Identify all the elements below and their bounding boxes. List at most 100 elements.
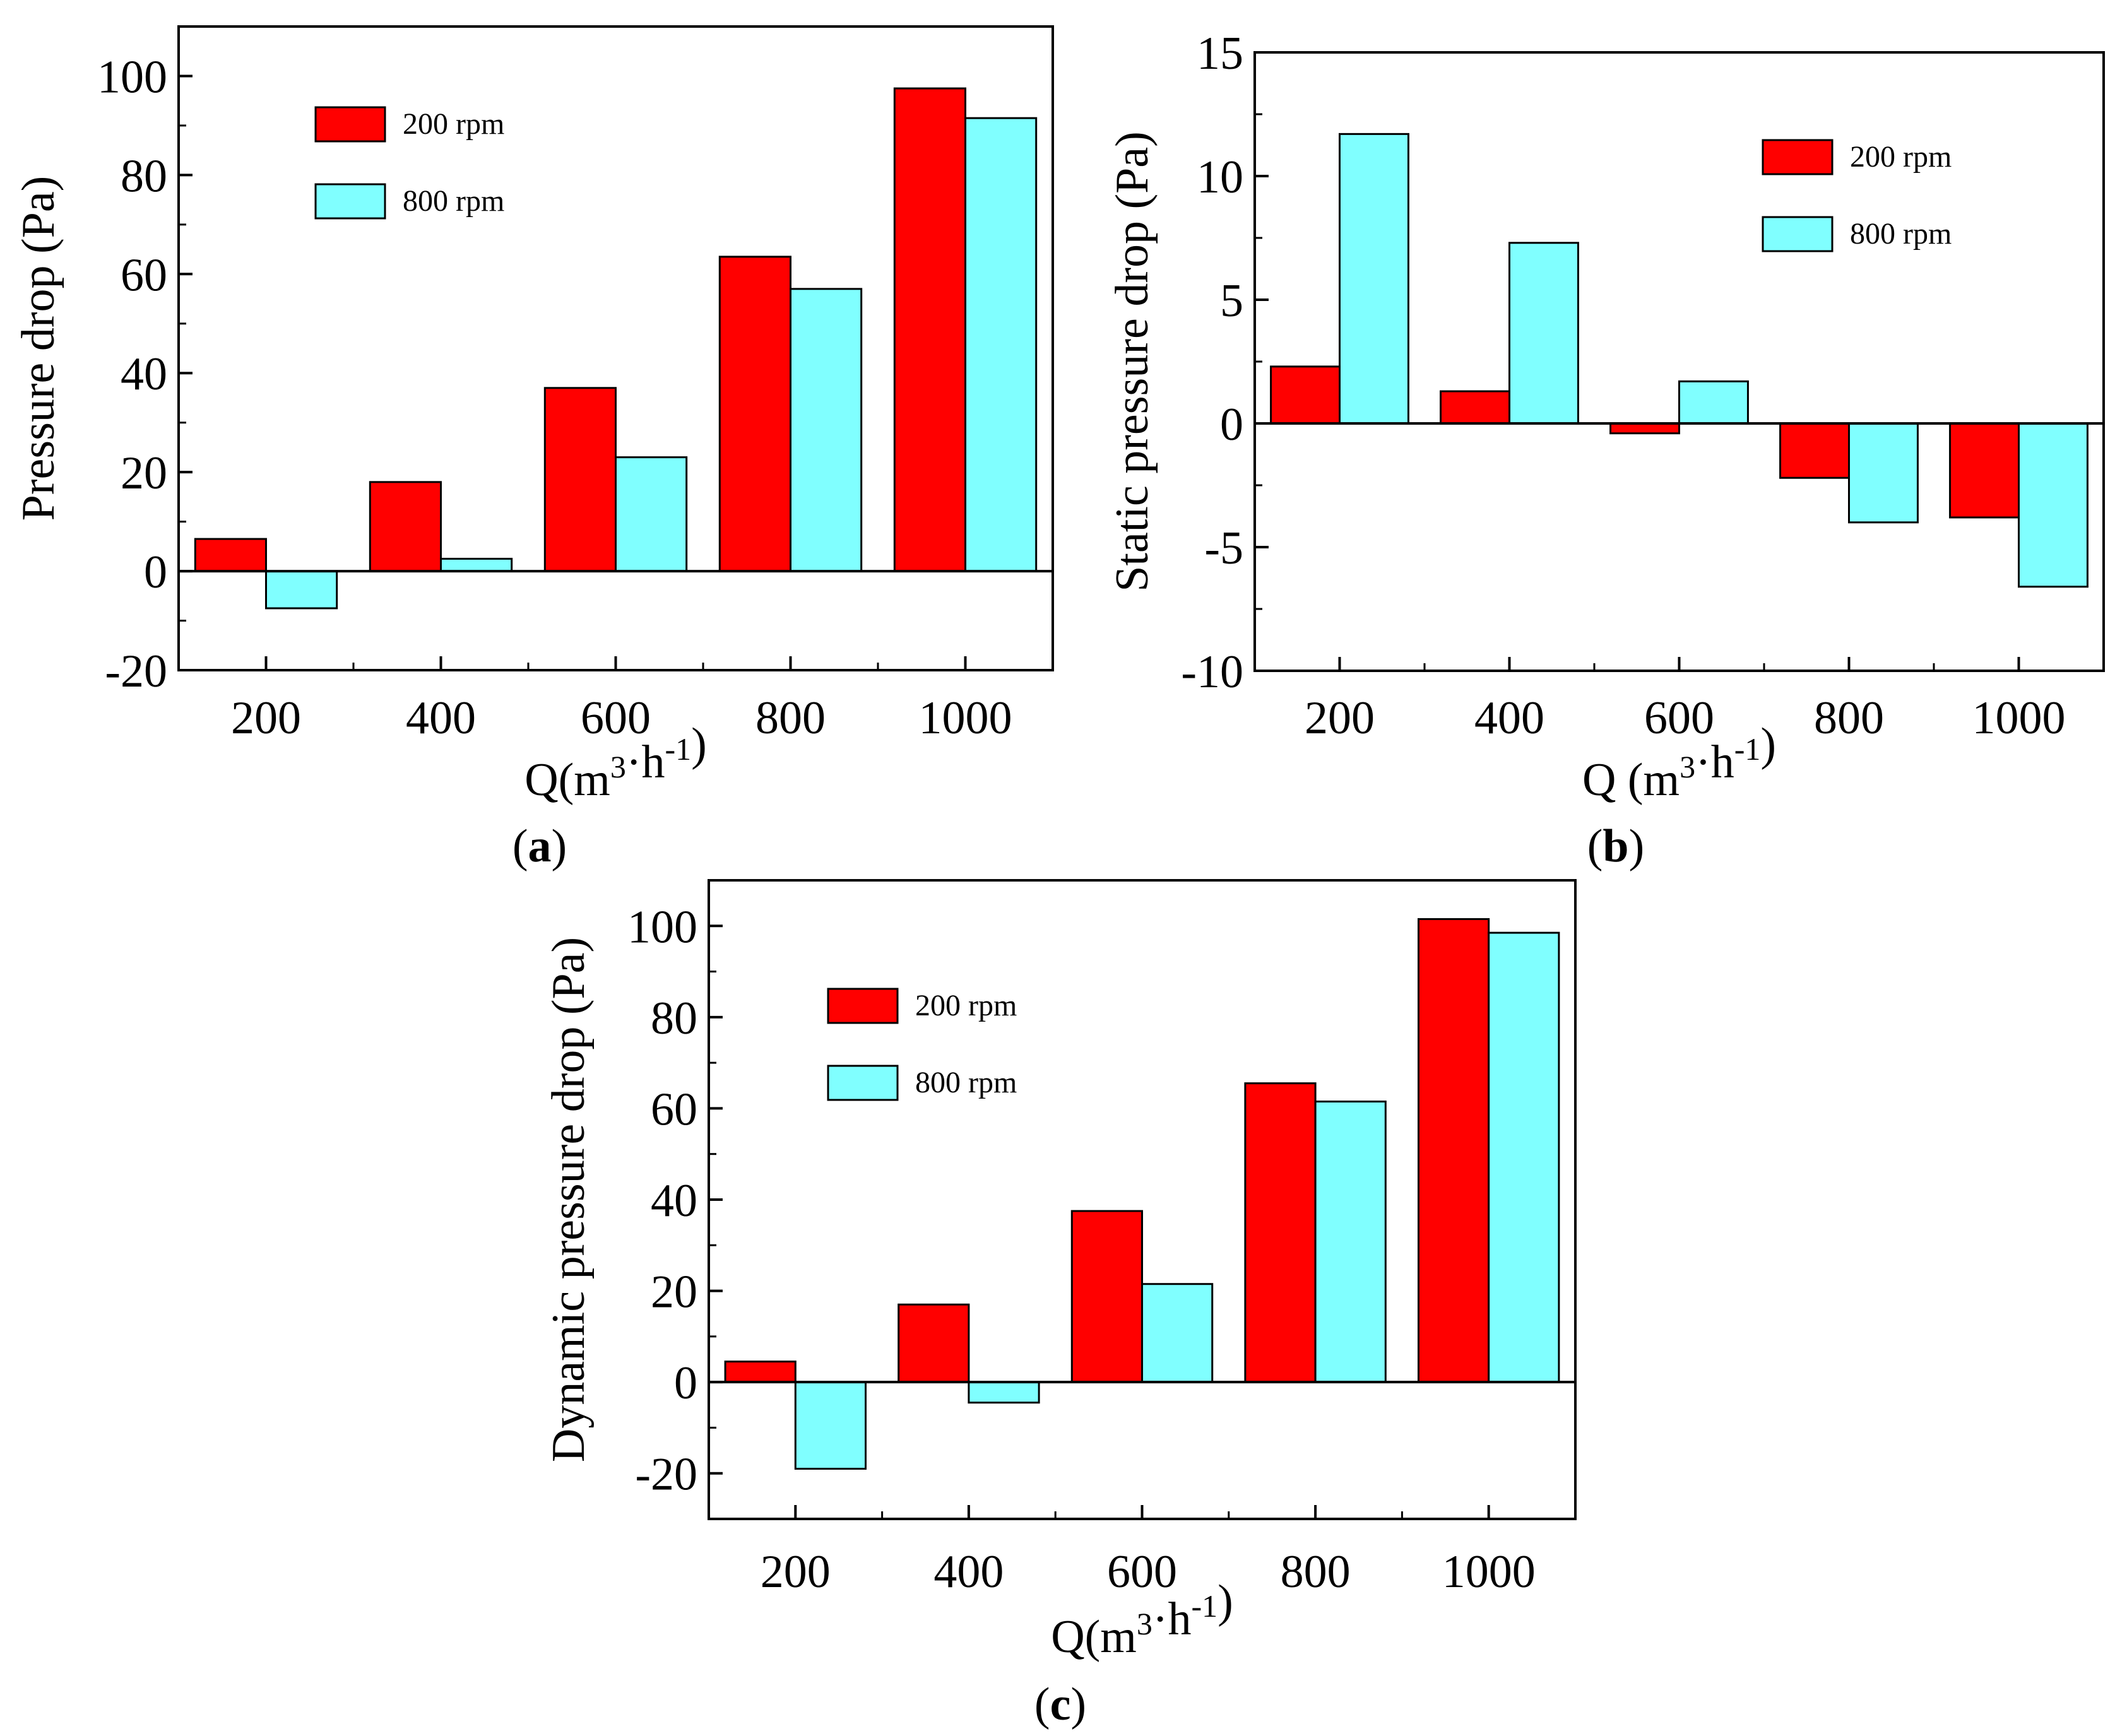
legend-label: 200 rpm [1850,140,1952,174]
x-axis-title: Q (m3·h-1) [1582,719,1776,806]
bar-200-rpm-200 [724,1361,797,1383]
caption-paren: ) [1629,820,1645,872]
bar-800-rpm-200 [265,570,338,610]
x-tick-label: 200 [231,692,301,744]
y-tick-label: -10 [1181,646,1243,698]
y-tick-label: 0 [1220,399,1243,451]
x-tick-label: 800 [755,692,826,744]
panel-caption: (b) [1587,820,1644,872]
x-title-superscript: 3 [1137,1606,1152,1641]
y-tick-label: 100 [97,51,167,103]
bar-200-rpm-600 [543,387,617,572]
x-tick-label: 200 [761,1546,831,1598]
y-tick-label: 40 [121,348,167,400]
x-axis-title: Q(m3·h-1) [524,719,707,806]
y-tick-label: 80 [651,993,697,1044]
legend-swatch [1762,139,1834,175]
y-tick-label: -20 [635,1449,697,1501]
x-title-part: ·h [1695,736,1734,788]
x-title-part: ·h [626,736,665,788]
x-tick-label: 800 [1814,692,1884,744]
bar-200-rpm-800 [1779,422,1850,479]
bar-200-rpm-1000 [1949,422,2020,519]
x-tick-label: 600 [1107,1546,1177,1598]
legend-swatch [314,183,386,220]
bar-800-rpm-400 [1508,242,1579,425]
bar-200-rpm-600 [1070,1210,1143,1383]
bar-200-rpm-400 [898,1303,970,1383]
x-title-superscript: 3 [610,749,626,784]
legend-label: 800 rpm [1850,217,1952,251]
bar-200-rpm-800 [1244,1082,1317,1383]
panel-caption: (a) [512,820,567,872]
x-title-superscript: 3 [1680,749,1695,784]
legend: 200 rpm 800 rpm [827,988,1017,1101]
x-axis-title: Q(m3·h-1) [1051,1576,1233,1663]
x-tick-label: 600 [581,692,651,744]
x-title-part: ) [1760,719,1776,771]
y-tick-label: 100 [627,901,697,953]
bar-800-rpm-200 [1339,133,1409,425]
y-tick-label: 15 [1197,28,1243,80]
bar-200-rpm-200 [194,538,267,572]
bar-200-rpm-800 [718,256,791,572]
y-tick-label: 60 [651,1084,697,1135]
bar-800-rpm-1000 [964,117,1038,572]
legend-swatch [314,106,386,143]
bar-800-rpm-400 [968,1381,1040,1404]
caption-paren: ( [512,820,528,872]
panel-caption: (c) [1034,1679,1086,1730]
bar-800-rpm-800 [1314,1101,1387,1383]
legend-label: 800 rpm [915,1066,1017,1099]
x-tick-label: 600 [1644,692,1714,744]
chart-panel-a: -20 0 20 40 60 80 100 200 400 600 800 1000 Pressure … [13,25,1054,872]
chart-panel-b: -10 -5 0 5 10 15 200 400 600 800 1000 Static pressu… [1106,28,2105,872]
chart-panel-c: -20 0 20 40 60 80 100 200 400 600 800 1000 Dynamic p… [543,879,1577,1730]
x-title-superscript: -1 [665,731,692,767]
bar-800-rpm-1000 [2018,422,2088,588]
bar-200-rpm-400 [369,481,442,572]
y-tick-label: 0 [144,546,167,598]
bar-800-rpm-200 [794,1381,867,1470]
x-tick-label: 400 [1474,692,1544,744]
bar-800-rpm-1000 [1488,931,1560,1383]
bar-200-rpm-400 [1440,390,1510,425]
x-tick-label: 800 [1281,1546,1351,1598]
y-tick-label: 60 [121,249,167,301]
bar-800-rpm-600 [1141,1283,1214,1383]
y-tick-label: 20 [121,447,167,499]
bar-200-rpm-200 [1270,365,1341,425]
legend-label: 200 rpm [915,989,1017,1022]
legend: 200 rpm 800 rpm [1762,139,1952,252]
legend-swatch [1762,216,1834,252]
x-tick-label: 1000 [1442,1546,1536,1598]
x-title-superscript: -1 [1192,1588,1218,1624]
legend-swatch [827,988,899,1024]
bar-200-rpm-600 [1609,422,1680,435]
bar-800-rpm-800 [1848,422,1919,524]
legend-label: 800 rpm [403,184,504,218]
bar-200-rpm-1000 [893,87,966,572]
x-title-part: ·h [1152,1593,1192,1645]
y-tick-label: 20 [651,1267,697,1318]
bar-800-rpm-600 [615,456,688,572]
caption-paren: ) [1070,1679,1086,1730]
y-axis-title: Pressure drop (Pa) [13,176,64,521]
bar-800-rpm-400 [440,557,513,572]
caption-paren: ( [1587,820,1603,872]
y-tick-label: 5 [1220,275,1243,327]
x-tick-label: 200 [1305,692,1375,744]
bar-800-rpm-600 [1678,380,1749,425]
caption-paren: ( [1034,1679,1050,1730]
x-tick-label: 1000 [919,692,1012,744]
x-title-superscript: -1 [1734,731,1761,767]
bar-200-rpm-1000 [1417,918,1490,1383]
y-axis-title: Static pressure drop (Pa) [1106,131,1158,592]
x-title-part: ) [1218,1576,1233,1627]
legend: 200 rpm 800 rpm [314,106,504,220]
y-tick-label: -20 [105,646,167,697]
x-title-part: Q(m [1051,1611,1137,1663]
x-title-part: Q(m [524,754,610,806]
x-tick-label: 400 [933,1546,1004,1598]
